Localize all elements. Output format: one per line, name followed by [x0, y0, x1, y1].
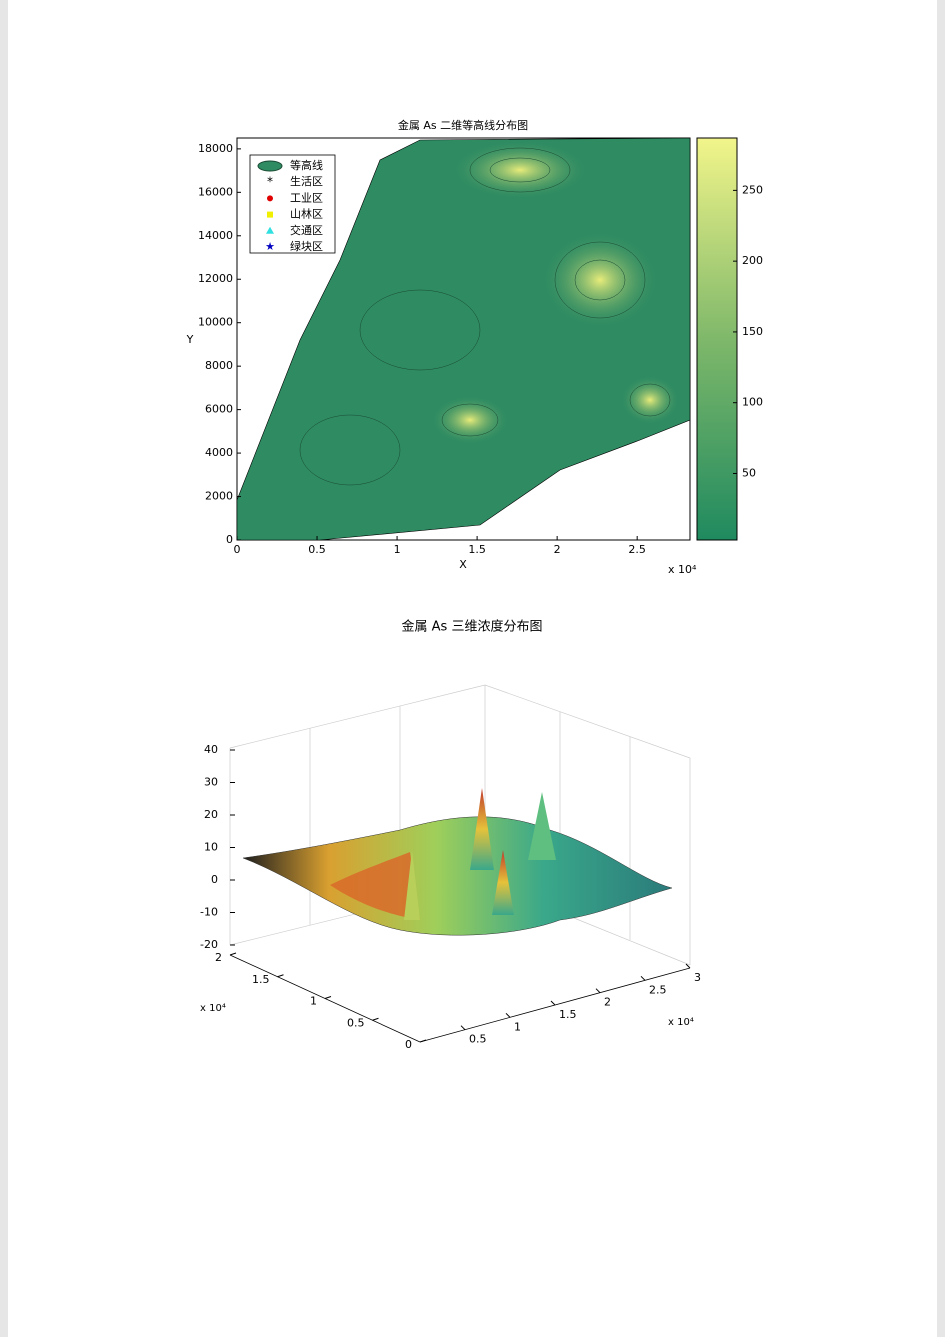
z-tick-label: 10 [204, 841, 218, 854]
page-edge [937, 0, 945, 1337]
y-tick-label: 10000 [198, 316, 233, 329]
x-tick [640, 975, 646, 981]
x-tick [595, 988, 601, 994]
colorbar-tick-label: 50 [742, 466, 756, 479]
y-tick-label: 12000 [198, 272, 233, 285]
y-multiplier: x 10⁴ [200, 1003, 226, 1014]
x-tick [550, 1000, 556, 1006]
contour-lines [299, 147, 671, 486]
legend-label: 交通区 [290, 223, 323, 237]
x-tick-label: 1.5 [559, 1008, 577, 1021]
contour-patch [540, 230, 660, 330]
x-tick-label: 0 [234, 543, 241, 556]
surface-ridge [330, 852, 420, 920]
legend-symbol [257, 160, 283, 172]
z-tick-label: 20 [204, 808, 218, 821]
surface [242, 816, 673, 936]
x-tick-label: 1 [394, 543, 401, 556]
colorbar [696, 137, 738, 541]
contour-patch [430, 395, 510, 445]
legend-label: 生活区 [290, 174, 323, 188]
y-tick-label: 18000 [198, 142, 233, 155]
x-tick [685, 963, 691, 969]
x-tick-label: 2.5 [649, 983, 667, 996]
chart-title: 金属 As 二维等高线分布图 [398, 118, 528, 132]
z-tick-label: -10 [200, 906, 218, 919]
surface-peak [470, 788, 494, 870]
page-edge [0, 0, 8, 1337]
legend-label: 等高线 [290, 158, 323, 172]
y-tick-label: 0 [405, 1038, 412, 1051]
x-tick [460, 1025, 466, 1031]
contour-patch [620, 375, 680, 425]
x-tick [505, 1012, 511, 1018]
x-axis-label: X [459, 558, 467, 571]
y-tick-label: 8000 [205, 359, 233, 372]
x-tick-label: 1.5 [468, 543, 486, 556]
y-tick [419, 1039, 427, 1043]
x-tick-label: 1 [514, 1020, 521, 1033]
y-tick [324, 996, 332, 999]
colorbar-tick-label: 200 [742, 254, 763, 267]
x-multiplier: x 10⁴ [668, 1017, 694, 1028]
x-tick-label: 0.5 [469, 1033, 487, 1046]
y-tick [277, 974, 284, 978]
surface-peak [404, 850, 420, 920]
y-tick-label: 16000 [198, 185, 233, 198]
y-axis-label: Y [186, 333, 194, 346]
colorbar-tick-label: 100 [742, 396, 763, 409]
y-tick-label: 0 [226, 533, 233, 546]
legend-box [249, 154, 336, 254]
z-tick-label: 40 [204, 743, 218, 756]
contour-patch [450, 140, 590, 200]
x-multiplier: x 10⁴ [668, 563, 697, 576]
legend-label: 绿块区 [290, 239, 323, 253]
x-tick-label: 2 [554, 543, 561, 556]
y-tick-label: 1.5 [252, 973, 270, 986]
legend-label: 山林区 [290, 207, 323, 221]
colorbar-tick-label: 250 [742, 183, 763, 196]
surface-peak [528, 792, 556, 860]
legend-symbol: * [267, 175, 273, 189]
legend-label: 工业区 [290, 191, 323, 204]
y-tick-label: 2000 [205, 490, 233, 503]
z-tick-label: 0 [211, 873, 218, 886]
colorbar-tick-label: 150 [742, 325, 763, 338]
legend-symbol [266, 226, 274, 234]
3d-ticks: -20 -10 0 10 20 30 40 0 0.5 1 1.5 2 0.5 1 1.5 2 2.5 3 [200, 743, 701, 1051]
figure-caption: 金属 As 三维浓度分布图 [402, 619, 543, 635]
y-tick-label: 4000 [205, 446, 233, 459]
y-tick-label: 6000 [205, 403, 233, 416]
legend-symbol [267, 211, 273, 218]
z-tick-label: 30 [204, 776, 218, 789]
surface-peak [492, 850, 514, 915]
3d-axes [229, 954, 691, 1043]
y-tick [372, 1017, 379, 1021]
y-tick-label: 1 [310, 995, 317, 1008]
legend-symbol [267, 195, 273, 202]
x-tick-label: 2.5 [628, 543, 646, 556]
x-tick-label: 2 [604, 996, 611, 1009]
legend-symbol: ★ [265, 240, 275, 253]
y-tick-label: 2 [215, 951, 222, 964]
z-tick-label: -20 [200, 938, 218, 951]
y-tick [229, 952, 237, 956]
y-tick-label: 0.5 [347, 1016, 365, 1029]
x-tick-label: 0.5 [308, 543, 326, 556]
y-tick-label: 14000 [198, 229, 233, 242]
x-tick-label: 3 [694, 971, 701, 984]
